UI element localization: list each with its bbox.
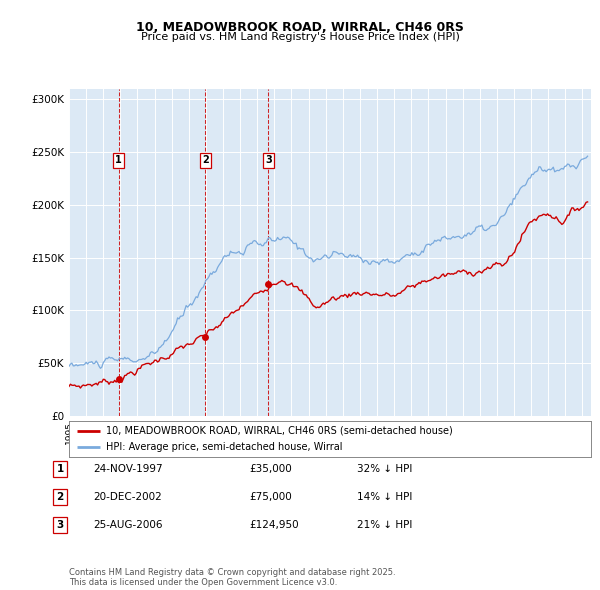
Text: 2: 2 [56, 492, 64, 502]
Text: 10, MEADOWBROOK ROAD, WIRRAL, CH46 0RS: 10, MEADOWBROOK ROAD, WIRRAL, CH46 0RS [136, 21, 464, 34]
Text: £124,950: £124,950 [249, 520, 299, 530]
Text: 2: 2 [202, 155, 209, 165]
Text: Contains HM Land Registry data © Crown copyright and database right 2025.
This d: Contains HM Land Registry data © Crown c… [69, 568, 395, 587]
Text: Price paid vs. HM Land Registry's House Price Index (HPI): Price paid vs. HM Land Registry's House … [140, 32, 460, 42]
Text: 1: 1 [56, 464, 64, 474]
Text: 3: 3 [56, 520, 64, 530]
Text: 14% ↓ HPI: 14% ↓ HPI [357, 492, 412, 502]
Text: 10, MEADOWBROOK ROAD, WIRRAL, CH46 0RS (semi-detached house): 10, MEADOWBROOK ROAD, WIRRAL, CH46 0RS (… [106, 425, 452, 435]
Text: 24-NOV-1997: 24-NOV-1997 [93, 464, 163, 474]
Text: 1: 1 [115, 155, 122, 165]
Text: £35,000: £35,000 [249, 464, 292, 474]
Text: 21% ↓ HPI: 21% ↓ HPI [357, 520, 412, 530]
Text: 20-DEC-2002: 20-DEC-2002 [93, 492, 162, 502]
Text: 25-AUG-2006: 25-AUG-2006 [93, 520, 163, 530]
Text: 3: 3 [265, 155, 272, 165]
Text: £75,000: £75,000 [249, 492, 292, 502]
Text: HPI: Average price, semi-detached house, Wirral: HPI: Average price, semi-detached house,… [106, 442, 342, 453]
Text: 32% ↓ HPI: 32% ↓ HPI [357, 464, 412, 474]
